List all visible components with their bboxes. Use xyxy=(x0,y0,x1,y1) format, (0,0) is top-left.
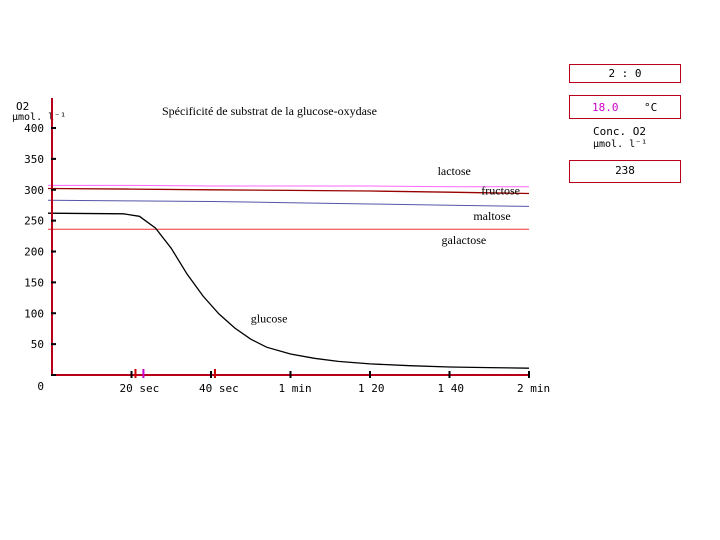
series-label-glucose: glucose xyxy=(251,312,288,326)
series-line-fructose xyxy=(47,187,530,195)
x-tick-label: 20 sec xyxy=(120,382,160,395)
y-axis-unit: µmol. l⁻¹ xyxy=(12,112,66,123)
y-tick-label: 400 xyxy=(24,122,44,135)
y-tick-label: 0 xyxy=(37,380,44,393)
series-line-maltose xyxy=(47,199,530,207)
conc-display: 238 xyxy=(569,160,681,183)
temperature-unit: °C xyxy=(644,101,658,114)
time-value: 2 : 0 xyxy=(608,67,642,80)
conc-label: Conc. O2 xyxy=(593,125,646,138)
time-display: 2 : 0 xyxy=(569,64,681,83)
y-tick-label: 50 xyxy=(31,338,44,351)
series-lines xyxy=(47,184,530,369)
series-line-lactose xyxy=(48,184,529,188)
series-label-maltose: maltose xyxy=(473,209,510,223)
y-axis-label: O2 xyxy=(16,100,29,113)
y-tick-label: 100 xyxy=(24,307,44,320)
temperature-value: 18.0 xyxy=(592,101,619,114)
series-label-galactose: galactose xyxy=(442,233,487,247)
x-tick-label: 1 min xyxy=(279,382,312,395)
y-tick-label: 350 xyxy=(24,153,44,166)
series-label-lactose: lactose xyxy=(438,164,471,178)
x-tick-label: 1 20 xyxy=(358,382,385,395)
series-label-fructose: fructose xyxy=(481,184,520,198)
series-labels: lactose fructose maltose galactose glucose xyxy=(251,164,520,326)
conc-value: 238 xyxy=(615,164,635,177)
x-tick-label: 2 min xyxy=(517,382,550,395)
series-line-glucose xyxy=(47,212,530,369)
y-tick-label: 250 xyxy=(24,215,44,228)
x-tick-label: 1 40 xyxy=(438,382,465,395)
axes: 0 50 100 150 200 250 300 350 400 20 sec 40 sec 1 mi… xyxy=(24,98,550,395)
temperature-display: 18.0 °C xyxy=(569,95,681,119)
y-tick-label: 150 xyxy=(24,276,44,289)
y-tick-label: 300 xyxy=(24,184,44,197)
conc-unit: µmol. l⁻¹ xyxy=(593,139,648,150)
x-tick-label: 40 sec xyxy=(199,382,239,395)
chart-title: Spécificité de substrat de la glucose-ox… xyxy=(162,104,377,118)
y-tick-label: 200 xyxy=(24,246,44,259)
